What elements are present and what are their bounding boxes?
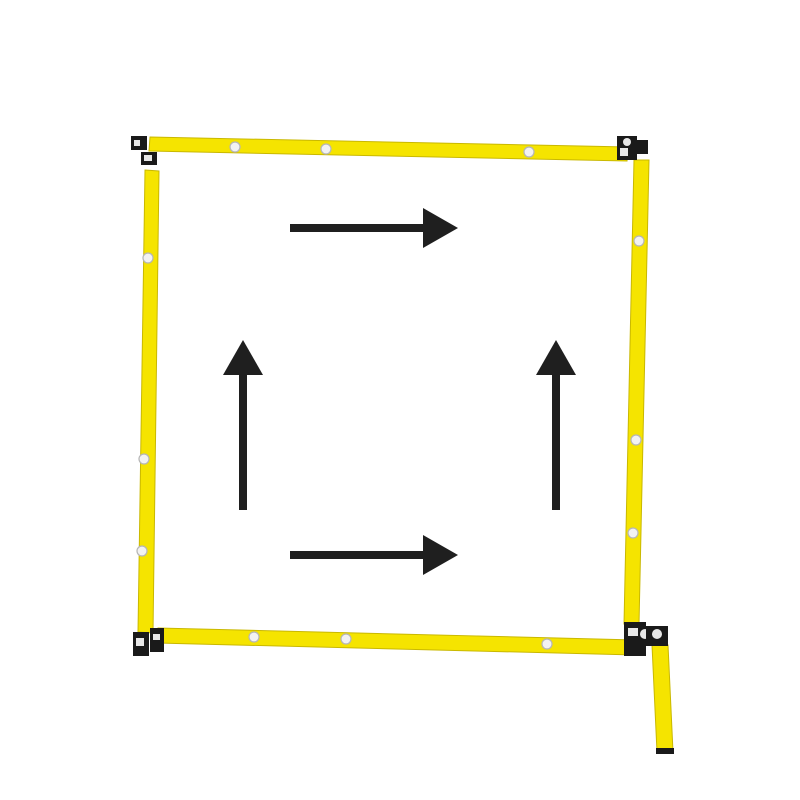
- rod-extension: [651, 644, 674, 753]
- bolt: [633, 235, 645, 247]
- bottom-left-joint: [133, 628, 164, 656]
- bolt: [320, 143, 332, 155]
- arrow-left-up: [223, 340, 263, 510]
- bolt: [627, 527, 639, 539]
- rod-right: [623, 159, 650, 625]
- rod-top: [148, 136, 629, 162]
- arrow-top-right: [290, 208, 458, 248]
- top-right-joint: [617, 136, 648, 160]
- rod-bolts: [136, 141, 645, 650]
- bolt: [248, 631, 260, 643]
- arrow-bottom-right: [290, 535, 458, 575]
- bolt: [136, 545, 148, 557]
- bolt: [523, 146, 535, 158]
- bolt: [340, 633, 352, 645]
- top-left-joint: [131, 136, 157, 165]
- bolt: [630, 434, 642, 446]
- yellow-rod-square-frame: [137, 136, 674, 754]
- bolt: [138, 453, 150, 465]
- rod-left: [137, 169, 160, 634]
- bottom-right-joint: [624, 622, 668, 656]
- bolt: [541, 638, 553, 650]
- rod-extension-tip: [656, 748, 674, 754]
- bolt: [229, 141, 241, 153]
- bolt: [142, 252, 154, 264]
- arrow-right-up: [536, 340, 576, 510]
- rod-bottom: [156, 627, 637, 656]
